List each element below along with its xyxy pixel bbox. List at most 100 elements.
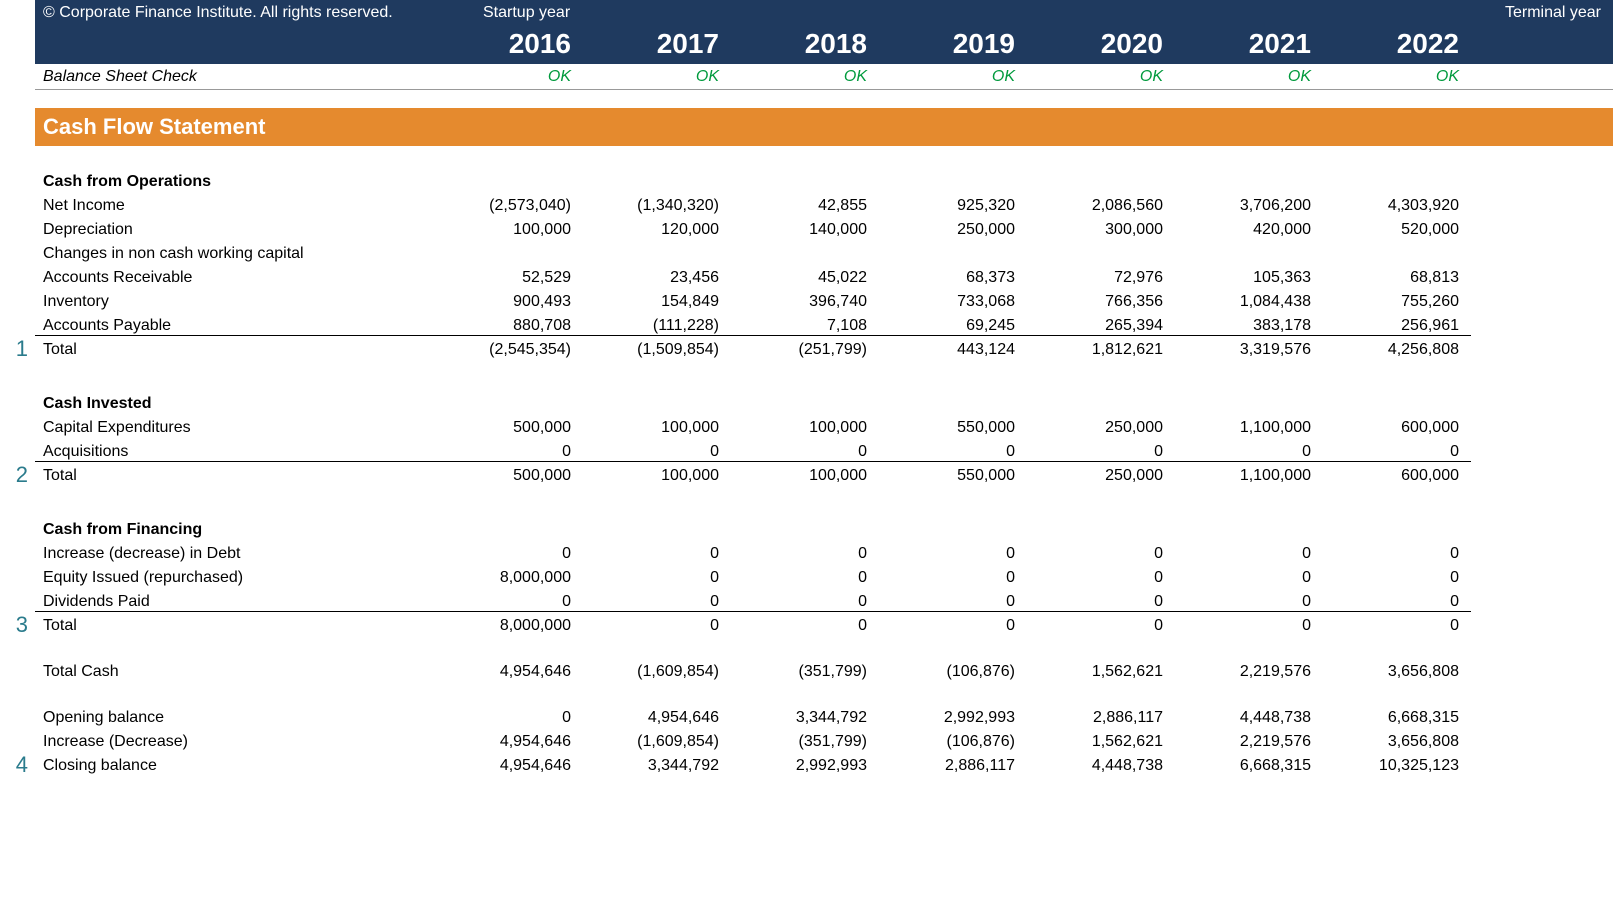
row-value: 10,325,123 (1323, 757, 1471, 775)
row-value: 0 (583, 569, 731, 587)
row-value: 42,855 (731, 197, 879, 215)
group-heading: Cash from Operations (35, 170, 1613, 194)
row-value: 4,954,646 (435, 663, 583, 681)
row-value: 880,708 (435, 317, 583, 336)
balance-check-value: OK (435, 68, 583, 86)
row-value: 8,000,000 (435, 617, 583, 635)
row-value: 0 (879, 617, 1027, 635)
year-header-row: 2016201720182019202020212022 (35, 28, 1613, 60)
table-row: Changes in non cash working capital (35, 242, 1613, 266)
row-value: 120,000 (583, 221, 731, 239)
row-value: 0 (435, 709, 583, 727)
table-row: Opening balance04,954,6463,344,7922,992,… (35, 706, 1613, 730)
row-value: 4,303,920 (1323, 197, 1471, 215)
row-value: 3,344,792 (731, 709, 879, 727)
gutter-marker: 1 (0, 336, 28, 362)
row-value: 443,124 (879, 341, 1027, 359)
row-value: 1,100,000 (1175, 419, 1323, 437)
row-value: 0 (1027, 545, 1175, 563)
balance-check-row: Balance Sheet CheckOKOKOKOKOKOKOK (35, 64, 1613, 90)
row-value: 900,493 (435, 293, 583, 311)
row-value: 3,319,576 (1175, 341, 1323, 359)
page-root: 1234 © Corporate Finance Institute. All … (0, 0, 1613, 900)
row-value: 105,363 (1175, 269, 1323, 287)
row-value: (351,799) (731, 663, 879, 681)
row-value: 3,656,808 (1323, 663, 1471, 681)
row-value: 733,068 (879, 293, 1027, 311)
row-value: 600,000 (1323, 419, 1471, 437)
balance-check-label: Balance Sheet Check (35, 68, 435, 86)
row-value: 4,954,646 (583, 709, 731, 727)
row-label: Changes in non cash working capital (35, 245, 435, 263)
row-label: Total (35, 341, 435, 359)
row-value: 0 (1175, 617, 1323, 635)
row-value: 0 (1175, 569, 1323, 587)
balance-check-value: OK (1175, 68, 1323, 86)
row-value: 256,961 (1323, 317, 1471, 336)
row-value: 2,086,560 (1027, 197, 1175, 215)
table-row: Total(2,545,354)(1,509,854)(251,799)443,… (35, 338, 1613, 362)
row-value: 0 (583, 545, 731, 563)
row-value: 0 (1027, 617, 1175, 635)
section-title-bar: Cash Flow Statement (35, 108, 1613, 146)
row-value: 100,000 (583, 419, 731, 437)
table-row: Net Income(2,573,040)(1,340,320)42,85592… (35, 194, 1613, 218)
year-header-2021: 2021 (1175, 28, 1323, 60)
table-row: Accounts Payable880,708(111,228)7,10869,… (35, 314, 1613, 338)
row-label: Increase (Decrease) (35, 733, 435, 751)
table-row: Inventory900,493154,849396,740733,068766… (35, 290, 1613, 314)
row-value: 0 (731, 569, 879, 587)
row-value: (2,545,354) (435, 341, 583, 359)
row-value: 265,394 (1027, 317, 1175, 336)
balance-check-value: OK (583, 68, 731, 86)
row-value: 766,356 (1027, 293, 1175, 311)
row-value: 0 (1027, 593, 1175, 612)
row-value: (251,799) (731, 341, 879, 359)
row-value: 0 (435, 593, 583, 612)
row-value: 4,954,646 (435, 757, 583, 775)
row-value: 250,000 (1027, 467, 1175, 485)
table-row: Acquisitions0000000 (35, 440, 1613, 464)
row-value: 550,000 (879, 467, 1027, 485)
row-value: 600,000 (1323, 467, 1471, 485)
startup-year-label: Startup year (483, 4, 570, 22)
table-row: Capital Expenditures500,000100,000100,00… (35, 416, 1613, 440)
row-value: 250,000 (1027, 419, 1175, 437)
header-bar: © Corporate Finance Institute. All right… (35, 0, 1613, 64)
gutter-marker: 2 (0, 462, 28, 488)
row-value: 0 (1027, 443, 1175, 462)
row-value: 0 (731, 617, 879, 635)
table-row: Depreciation100,000120,000140,000250,000… (35, 218, 1613, 242)
row-value: (111,228) (583, 317, 731, 336)
row-value: (351,799) (731, 733, 879, 751)
group-heading-label: Cash from Operations (35, 173, 435, 191)
row-value: 154,849 (583, 293, 731, 311)
row-label: Increase (decrease) in Debt (35, 545, 435, 563)
row-value: 0 (879, 593, 1027, 612)
row-value: 3,706,200 (1175, 197, 1323, 215)
row-value: 500,000 (435, 419, 583, 437)
row-label: Total (35, 617, 435, 635)
row-value: 140,000 (731, 221, 879, 239)
copyright-text: © Corporate Finance Institute. All right… (43, 4, 393, 22)
gutter-marker: 3 (0, 612, 28, 638)
row-label: Total Cash (35, 663, 435, 681)
year-header-2018: 2018 (731, 28, 879, 60)
row-value: 4,448,738 (1175, 709, 1323, 727)
row-value: 0 (435, 545, 583, 563)
year-header-2022: 2022 (1323, 28, 1471, 60)
row-value: (2,573,040) (435, 197, 583, 215)
row-value: 1,562,621 (1027, 733, 1175, 751)
row-value: 2,992,993 (731, 757, 879, 775)
row-value: 0 (435, 443, 583, 462)
row-value: 3,656,808 (1323, 733, 1471, 751)
year-header-2017: 2017 (583, 28, 731, 60)
row-value: 2,992,993 (879, 709, 1027, 727)
row-value: (106,876) (879, 663, 1027, 681)
row-label: Opening balance (35, 709, 435, 727)
row-value: 383,178 (1175, 317, 1323, 336)
row-value: 0 (1175, 545, 1323, 563)
row-label: Depreciation (35, 221, 435, 239)
row-value: 0 (583, 593, 731, 612)
row-value: 0 (583, 617, 731, 635)
